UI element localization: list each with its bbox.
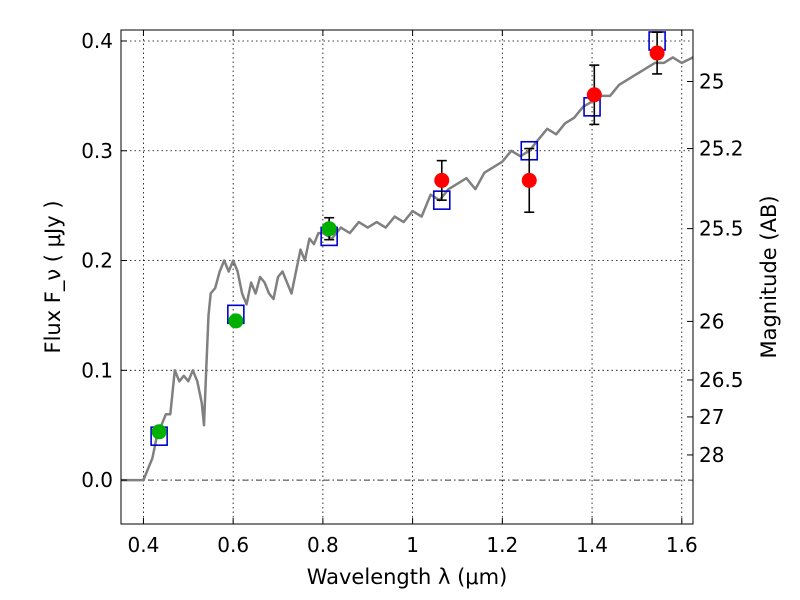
x-tick-label: 1.2: [486, 533, 518, 557]
x-tick-label: 1.4: [576, 533, 608, 557]
x-tick-label: 1.6: [666, 533, 698, 557]
observed-point: [649, 45, 665, 61]
observed-points: [151, 45, 665, 440]
magnitude-axis-title: Magnitude (AB): [757, 195, 781, 358]
y-tick-label: 0.2: [81, 249, 113, 273]
observed-point: [228, 313, 244, 329]
observed-point: [434, 172, 450, 188]
x-tick-label: 0.8: [307, 533, 339, 557]
observed-point: [321, 221, 337, 237]
y-tick-label: 0.1: [81, 358, 113, 382]
magnitude-axis-ticks: 25 25.2 25.5 26 26.5 27 28: [687, 70, 744, 467]
magnitude-tick-label: 28: [699, 443, 724, 467]
observed-point: [151, 424, 167, 440]
x-tick-label: 1: [406, 533, 419, 557]
observed-point: [521, 172, 537, 188]
magnitude-tick-label: 27: [699, 405, 724, 429]
y-axis-title: Flux F_ν ( μJy ): [41, 200, 66, 353]
y-tick-label: 0.0: [81, 468, 113, 492]
magnitude-tick-label: 25: [699, 70, 724, 94]
y-axis-ticks: 0.0 0.1 0.2 0.3 0.4: [81, 29, 127, 492]
magnitude-tick-label: 26.5: [699, 368, 744, 392]
y-tick-label: 0.3: [81, 139, 113, 163]
magnitude-tick-label: 25.2: [699, 137, 744, 161]
x-axis-title: Wavelength λ (μm): [307, 565, 508, 589]
x-axis-ticks: 0.4 0.6 0.8 1 1.2 1.4 1.6: [128, 30, 698, 557]
x-tick-label: 0.4: [128, 533, 160, 557]
plot-area: [121, 30, 693, 524]
magnitude-tick-label: 26: [699, 309, 724, 333]
observed-point: [586, 87, 602, 103]
magnitude-tick-label: 25.5: [699, 217, 744, 241]
plot-frame: [120, 29, 694, 525]
x-tick-label: 0.6: [217, 533, 249, 557]
y-tick-label: 0.4: [81, 29, 113, 53]
